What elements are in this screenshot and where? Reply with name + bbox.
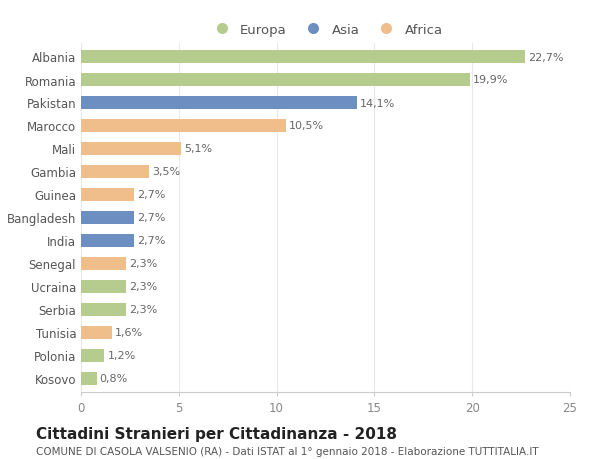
Text: 3,5%: 3,5% xyxy=(152,167,181,177)
Text: Cittadini Stranieri per Cittadinanza - 2018: Cittadini Stranieri per Cittadinanza - 2… xyxy=(36,426,397,441)
Text: 0,8%: 0,8% xyxy=(100,374,128,384)
Text: 22,7%: 22,7% xyxy=(528,52,563,62)
Bar xyxy=(81,326,112,339)
Legend: Europa, Asia, Africa: Europa, Asia, Africa xyxy=(203,19,448,42)
Text: 10,5%: 10,5% xyxy=(289,121,325,131)
Bar xyxy=(81,303,126,316)
Text: 19,9%: 19,9% xyxy=(473,75,509,85)
Text: 5,1%: 5,1% xyxy=(184,144,212,154)
Text: 1,6%: 1,6% xyxy=(115,328,143,338)
Bar xyxy=(81,97,357,110)
Text: 2,7%: 2,7% xyxy=(137,190,165,200)
Text: 14,1%: 14,1% xyxy=(360,98,395,108)
Bar xyxy=(81,372,97,385)
Bar xyxy=(81,235,134,247)
Bar xyxy=(81,189,134,202)
Bar xyxy=(81,280,126,293)
Bar xyxy=(81,143,181,156)
Bar xyxy=(81,120,286,133)
Bar xyxy=(81,212,134,224)
Text: 2,3%: 2,3% xyxy=(129,282,157,292)
Bar xyxy=(81,349,104,362)
Text: 1,2%: 1,2% xyxy=(107,351,136,361)
Text: COMUNE DI CASOLA VALSENIO (RA) - Dati ISTAT al 1° gennaio 2018 - Elaborazione TU: COMUNE DI CASOLA VALSENIO (RA) - Dati IS… xyxy=(36,446,539,456)
Text: 2,7%: 2,7% xyxy=(137,236,165,246)
Text: 2,3%: 2,3% xyxy=(129,259,157,269)
Bar xyxy=(81,257,126,270)
Bar xyxy=(81,74,470,87)
Text: 2,3%: 2,3% xyxy=(129,305,157,315)
Text: 2,7%: 2,7% xyxy=(137,213,165,223)
Bar xyxy=(81,166,149,179)
Bar xyxy=(81,51,525,64)
